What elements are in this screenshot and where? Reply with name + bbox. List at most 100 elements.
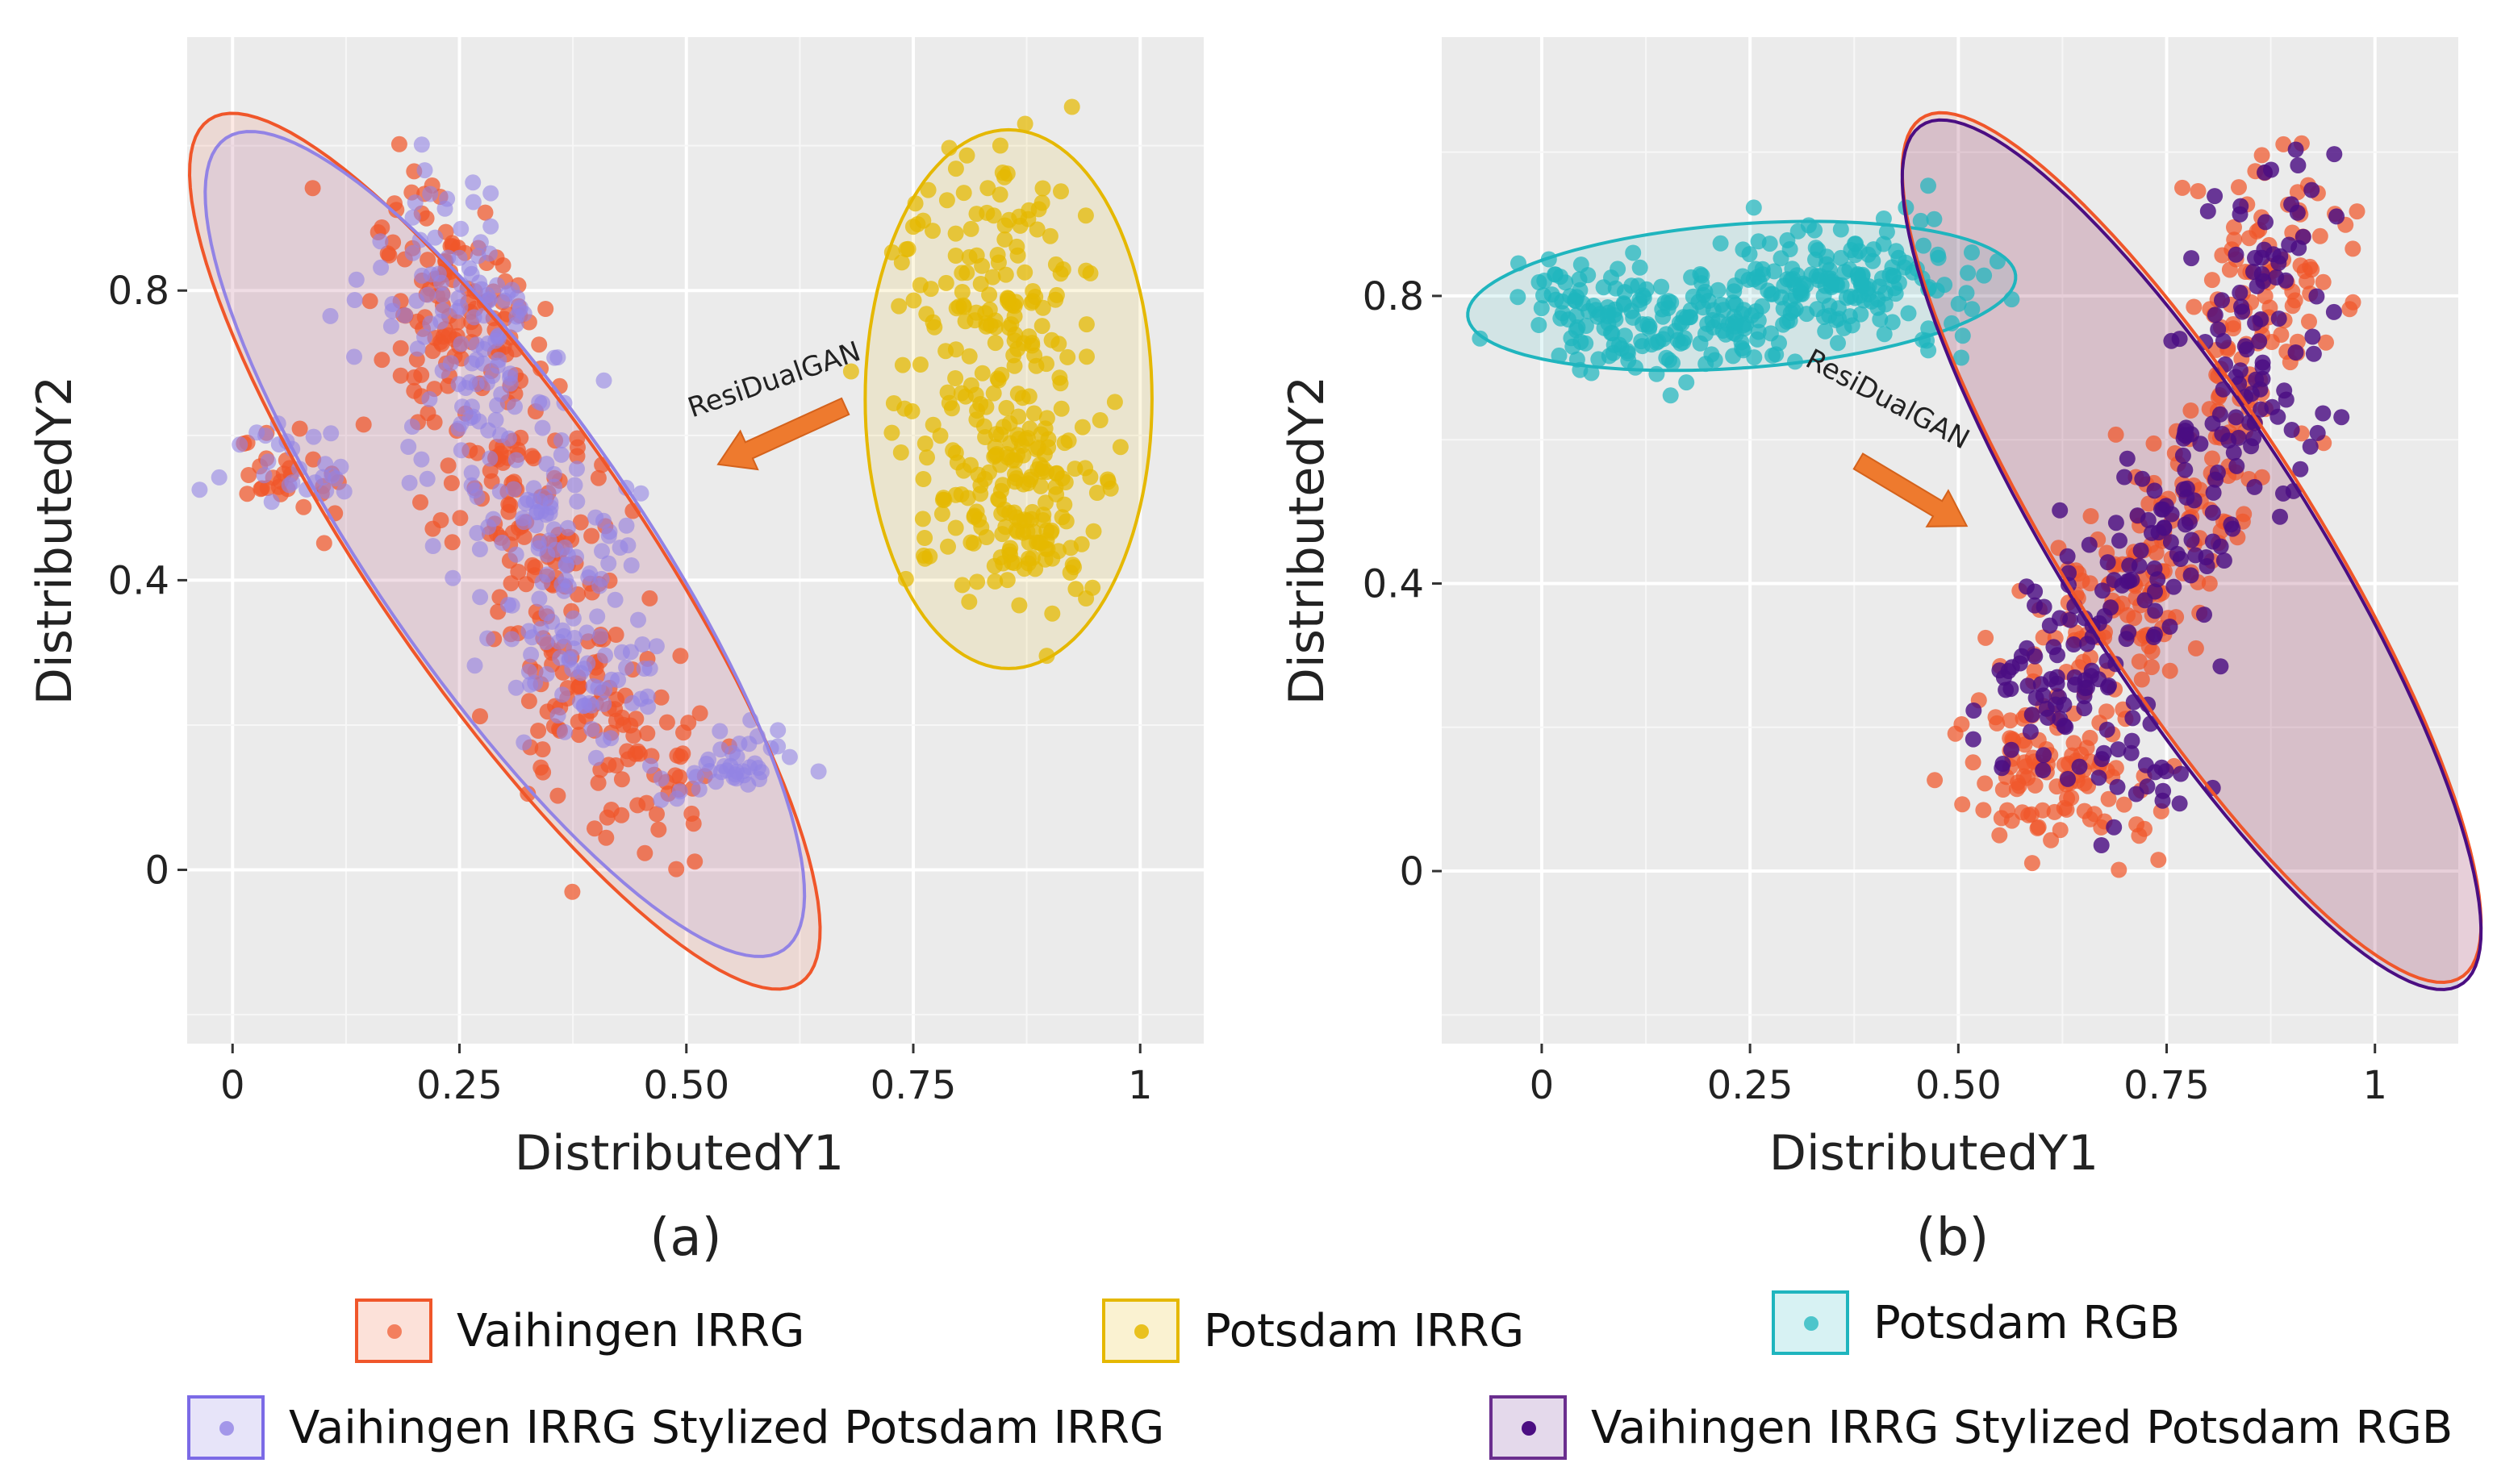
data-point <box>512 299 529 316</box>
data-point <box>465 174 482 191</box>
data-point <box>691 705 708 722</box>
data-point <box>482 218 499 235</box>
data-point <box>1821 261 1838 278</box>
data-point <box>503 631 520 648</box>
data-point <box>2111 861 2127 878</box>
data-point <box>590 469 607 486</box>
data-point <box>915 212 932 229</box>
x-tick-label: 0 <box>1530 1063 1555 1108</box>
data-point <box>2002 712 2019 729</box>
data-point <box>653 770 670 787</box>
data-point <box>420 405 436 422</box>
data-point <box>2190 183 2207 199</box>
data-point <box>1807 240 1824 256</box>
data-point <box>1976 267 1993 284</box>
data-point <box>453 220 470 237</box>
data-point <box>603 671 620 688</box>
data-point <box>1053 183 1069 200</box>
data-point <box>257 427 274 444</box>
data-point <box>1809 301 1826 318</box>
data-point <box>2115 796 2132 813</box>
data-point <box>533 503 549 520</box>
data-point <box>291 420 308 437</box>
data-point <box>1062 565 1079 581</box>
data-point <box>1025 283 1042 299</box>
data-point <box>997 266 1014 283</box>
data-point <box>295 498 312 515</box>
data-point <box>1800 217 1817 234</box>
data-point <box>1653 278 1670 295</box>
data-point <box>683 805 700 822</box>
data-point <box>491 352 507 369</box>
data-point <box>1569 319 1586 336</box>
data-point <box>2183 531 2200 548</box>
data-point <box>557 572 574 589</box>
data-point <box>992 186 1008 203</box>
data-point <box>1021 202 1038 219</box>
data-point <box>453 442 470 459</box>
data-point <box>1079 348 1095 365</box>
data-point <box>2052 502 2069 519</box>
data-point <box>2027 597 2043 614</box>
data-point <box>419 470 436 487</box>
data-point <box>1727 277 1743 294</box>
data-point <box>2215 552 2232 569</box>
data-point <box>304 180 321 197</box>
data-point <box>634 636 651 652</box>
data-point <box>1848 236 1864 252</box>
data-point <box>2163 506 2180 523</box>
y-tick-label: 0 <box>144 848 169 894</box>
data-point <box>2018 578 2035 595</box>
data-point <box>1699 315 1716 332</box>
data-point <box>524 629 541 646</box>
data-point <box>1077 460 1094 477</box>
confidence-ellipse-outline <box>1466 219 2018 373</box>
data-point <box>436 200 453 217</box>
data-point <box>2231 179 2247 196</box>
data-point <box>641 660 658 677</box>
data-point <box>2090 769 2107 786</box>
data-point <box>422 186 439 202</box>
data-point <box>2177 461 2194 478</box>
data-point <box>494 534 511 551</box>
data-point <box>979 204 996 221</box>
confidence-ellipse-fill <box>865 129 1152 669</box>
data-point <box>434 302 451 319</box>
data-point <box>649 806 665 823</box>
data-point <box>1074 419 1091 436</box>
data-point <box>2127 786 2144 802</box>
data-point <box>2228 409 2244 426</box>
data-point <box>2162 534 2179 551</box>
y-tick-label: 0.8 <box>1363 274 1424 319</box>
data-point <box>1873 270 1890 287</box>
data-point <box>1793 280 1809 297</box>
data-point <box>2275 135 2292 152</box>
data-point <box>253 481 269 498</box>
data-point <box>445 569 461 586</box>
data-point <box>1761 236 1778 252</box>
data-point <box>2174 447 2191 464</box>
data-point <box>979 180 996 197</box>
data-point <box>993 366 1010 383</box>
data-point <box>478 374 495 391</box>
data-point <box>1567 293 1584 310</box>
data-point <box>2249 277 2265 294</box>
data-point <box>2094 582 2111 599</box>
plot-a-ellipse-outlines <box>187 111 1154 991</box>
data-point <box>2145 435 2162 452</box>
data-point <box>463 465 480 481</box>
data-point <box>1042 524 1059 541</box>
data-point <box>648 638 665 655</box>
data-point <box>955 185 972 202</box>
data-point <box>2110 741 2127 758</box>
data-point <box>974 257 991 274</box>
data-point <box>990 490 1007 507</box>
data-point <box>996 231 1013 248</box>
data-point <box>346 348 362 365</box>
data-point <box>2333 409 2350 426</box>
data-point <box>653 791 670 808</box>
data-point <box>2204 504 2221 521</box>
data-point <box>489 277 506 294</box>
data-point <box>2174 179 2190 196</box>
data-point <box>401 474 418 491</box>
